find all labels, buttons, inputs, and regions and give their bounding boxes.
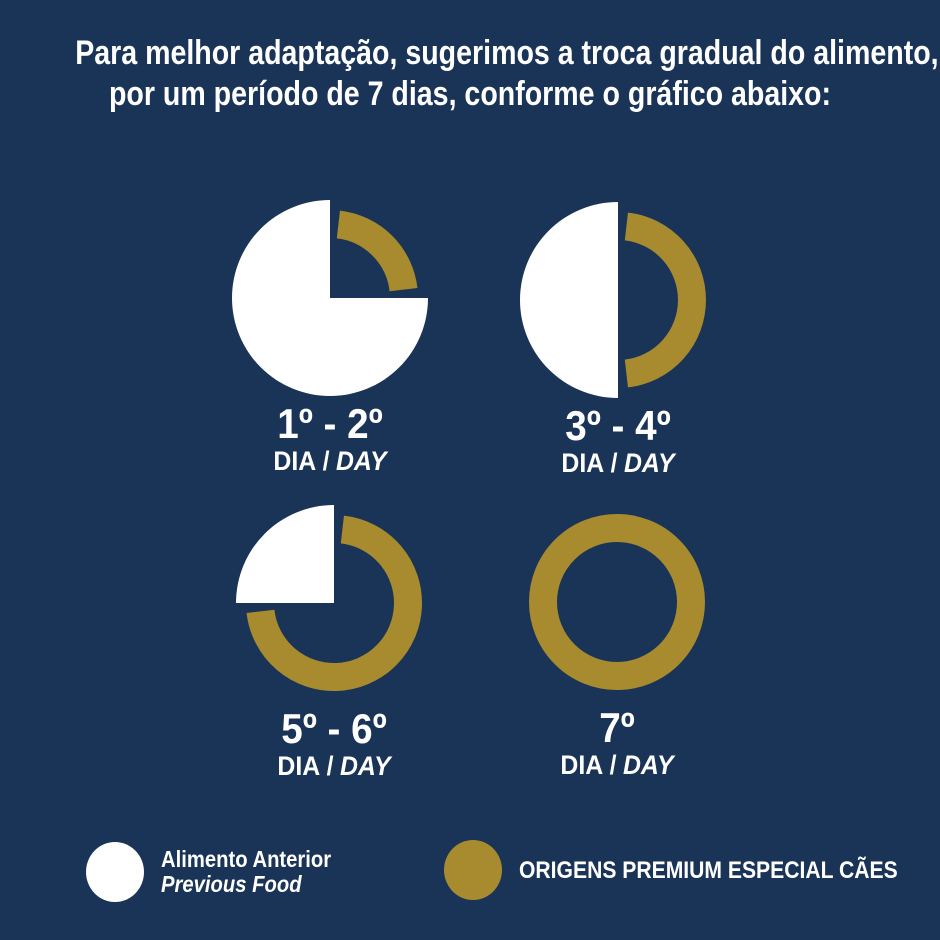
period-label: DIA / DAY (192, 446, 468, 476)
period-label-pt: DIA (273, 446, 317, 476)
day-label: 5º - 6º (281, 705, 387, 752)
chart-cell-day-1-2: 1º - 2º DIA / DAY (180, 198, 480, 476)
period-label: DIA / DAY (196, 751, 472, 781)
period-label-separator: / (326, 751, 334, 781)
day-label: 7º (599, 704, 635, 751)
legend-previous-food-label: Alimento Anterior Previous Food (161, 847, 331, 897)
period-label-separator: / (609, 750, 617, 780)
period-label-separator: / (610, 448, 618, 478)
period-label-pt: DIA (560, 750, 604, 780)
chart-cell-day-5-6: 5º - 6º DIA / DAY (184, 503, 484, 781)
chart-cell-day-3-4: 3º - 4º DIA / DAY (468, 200, 768, 478)
period-label: DIA / DAY (479, 750, 755, 780)
page-title-line-1: Para melhor adaptação, sugerimos a troca… (75, 34, 939, 72)
pie-chart-day-3-4 (520, 202, 706, 398)
legend-previous-food-label-pt: Alimento Anterior (161, 846, 332, 872)
legend-item-new-food: ORIGENS PREMIUM ESPECIAL CÃES (444, 840, 940, 900)
new-food-swatch (444, 840, 502, 900)
period-label: DIA / DAY (480, 448, 756, 478)
chart-cell-day-7: 7º DIA / DAY (467, 502, 767, 780)
legend-item-previous-food: Alimento Anterior Previous Food (86, 842, 354, 902)
period-label-en: DAY (622, 750, 674, 780)
page-title-line-2: por um período de 7 dias, conforme o grá… (108, 75, 832, 113)
pie-chart-day-7 (529, 514, 705, 690)
legend-previous-food-label-en: Previous Food (161, 871, 302, 897)
day-label: 3º - 4º (565, 402, 671, 449)
period-label-en: DAY (339, 751, 391, 781)
page-title: Para melhor adaptação, sugerimos a troca… (0, 33, 940, 115)
previous-food-swatch (86, 842, 144, 902)
period-label-separator: / (322, 446, 330, 476)
period-label-pt: DIA (277, 751, 321, 781)
period-label-pt: DIA (561, 448, 605, 478)
period-label-en: DAY (335, 446, 387, 476)
period-label-en: DAY (623, 448, 675, 478)
legend-new-food-label: ORIGENS PREMIUM ESPECIAL CÃES (519, 856, 898, 884)
pie-chart-day-5-6 (236, 505, 422, 691)
day-label: 1º - 2º (277, 400, 383, 447)
pie-chart-day-1-2 (232, 200, 428, 396)
